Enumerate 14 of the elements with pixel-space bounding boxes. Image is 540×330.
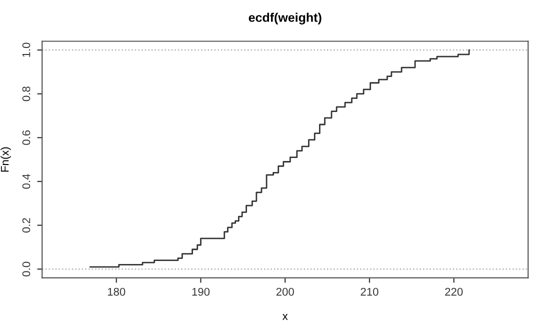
y-tick-label: 0.8 xyxy=(22,86,30,102)
x-tick-label: 200 xyxy=(276,288,294,296)
y-tick-label: 0.4 xyxy=(22,174,30,189)
y-tick-label: 0.2 xyxy=(22,218,30,233)
y-tick-label: 0.0 xyxy=(22,262,30,276)
x-tick-label: 180 xyxy=(108,288,126,296)
x-tick-label: 210 xyxy=(360,288,378,296)
x-axis-title: x xyxy=(282,314,288,320)
x-tick-label: 220 xyxy=(445,288,463,296)
chart-title: ecdf(weight) xyxy=(248,12,322,24)
y-axis-title: Fn(x) xyxy=(0,147,11,172)
y-tick-label: 0.6 xyxy=(22,130,30,145)
y-tick-label: 1.0 xyxy=(22,42,30,57)
x-tick-label: 190 xyxy=(192,288,210,296)
